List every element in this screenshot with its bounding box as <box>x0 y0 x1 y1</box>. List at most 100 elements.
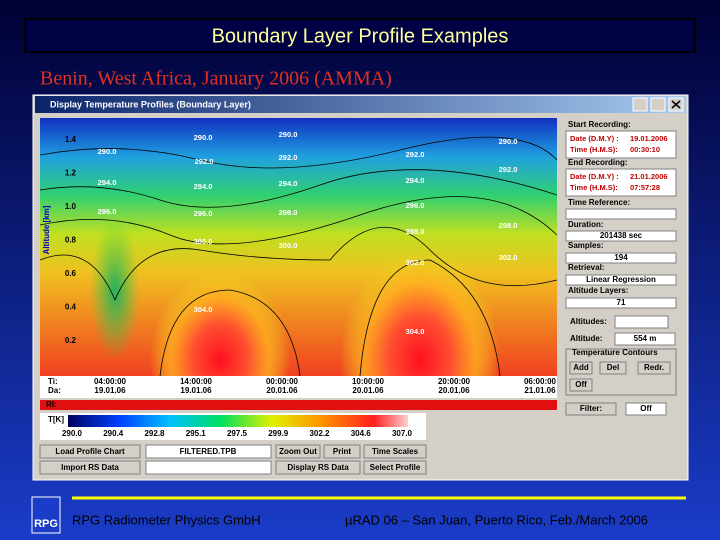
button[interactable] <box>363 444 427 459</box>
field <box>565 274 677 286</box>
button[interactable] <box>637 361 671 375</box>
y-tick-label: 1.2 <box>65 169 77 178</box>
text-field[interactable] <box>145 460 272 475</box>
date-label: 19.01.06 <box>94 386 126 395</box>
button-label: Select Profile <box>370 463 421 472</box>
file-field[interactable] <box>145 444 272 459</box>
button-label: Time Scales <box>372 447 419 456</box>
button-label: Print <box>333 447 352 456</box>
colorbar-tick-label: 302.2 <box>309 429 330 438</box>
y-tick-label: 0.4 <box>65 303 77 312</box>
button-label: Load Profile Chart <box>55 447 125 456</box>
value: 19.01.2006 <box>630 134 668 143</box>
value: Linear Regression <box>586 275 656 284</box>
date-label: 20.01.06 <box>266 386 298 395</box>
button-label: Del <box>607 363 619 372</box>
contour-label: 298.0 <box>406 227 425 236</box>
side-panel: Start Recording: Date (D.M.Y) : 19.01.200… <box>565 120 677 416</box>
field <box>625 402 667 416</box>
contour-label: 298.0 <box>499 221 518 230</box>
slide-title: Boundary Layer Profile Examples <box>212 25 509 47</box>
label: Altitude: <box>570 334 602 343</box>
title-box <box>24 18 696 53</box>
contour-label: 300.0 <box>194 237 213 246</box>
colorbar-tick-label: 290.0 <box>62 429 83 438</box>
dropdown[interactable] <box>614 315 669 329</box>
contour-label: 292.0 <box>195 157 214 166</box>
value: 201438 sec <box>600 231 643 240</box>
value: 554 m <box>634 334 657 343</box>
footer-right: µRAD 06 – San Juan, Puerto Rico, Feb./Ma… <box>345 512 648 527</box>
contour-label: 292.0 <box>499 165 518 174</box>
time-label: 04:00:00 <box>94 377 127 386</box>
field[interactable] <box>565 208 677 220</box>
group-box <box>565 348 677 396</box>
contour-label: 304.0 <box>406 327 425 336</box>
contour-label: 294.0 <box>406 176 425 185</box>
button[interactable] <box>363 460 427 475</box>
time-label: 06:00:00 <box>524 377 557 386</box>
label: End Recording: <box>568 158 628 167</box>
button[interactable] <box>275 460 361 475</box>
button[interactable] <box>599 361 627 375</box>
time-label: Ti: <box>48 377 58 386</box>
y-tick-label: 1.0 <box>65 202 77 211</box>
time-label: 20:00:00 <box>438 377 471 386</box>
contour-label: 302.0 <box>499 253 518 262</box>
contour-label: 294.0 <box>279 179 298 188</box>
time-label: 00:00:00 <box>266 377 299 386</box>
value: 21.01.2006 <box>630 172 668 181</box>
button-label: Display RS Data <box>287 463 349 472</box>
footer-left: RPG Radiometer Physics GmbH <box>72 512 261 527</box>
button-label: Add <box>573 363 589 372</box>
rain-bar <box>40 400 557 410</box>
button[interactable] <box>569 378 593 392</box>
colorbar-tick-label: 290.4 <box>103 429 124 438</box>
maximize-button[interactable] <box>650 97 666 112</box>
logo <box>31 496 61 534</box>
rain-label: RI: <box>46 400 57 409</box>
cool-region <box>90 220 140 360</box>
y-tick-label: 0.8 <box>65 236 77 245</box>
button[interactable] <box>565 402 617 416</box>
file-name: FILTERED.TPB <box>180 447 237 456</box>
value: 00:30:10 <box>630 145 660 154</box>
field <box>565 130 677 159</box>
contour-label: 298.0 <box>279 208 298 217</box>
button-label: Redr. <box>644 363 664 372</box>
colorbar-tick-label: 299.9 <box>268 429 289 438</box>
y-tick-label: 0.6 <box>65 269 77 278</box>
label: Samples: <box>568 241 604 250</box>
colorbar-tick-label: 297.5 <box>227 429 248 438</box>
button[interactable] <box>275 444 321 459</box>
contour-label: 290.0 <box>98 147 117 156</box>
time-label: 10:00:00 <box>352 377 385 386</box>
field <box>565 297 677 309</box>
field <box>565 230 677 242</box>
date-label: 21.01.06 <box>524 386 556 395</box>
value: 71 <box>617 298 626 307</box>
button-label: Off <box>575 380 587 389</box>
date-label: 19.01.06 <box>180 386 212 395</box>
date-label: Da: <box>48 386 61 395</box>
button[interactable] <box>323 444 361 459</box>
contour-lines <box>40 136 557 376</box>
minimize-button[interactable] <box>632 97 648 112</box>
colorbar-tick-label: 292.8 <box>144 429 165 438</box>
contour-label: 294.0 <box>194 182 213 191</box>
title-bar <box>35 96 686 113</box>
field <box>565 168 677 197</box>
label: Retrieval: <box>568 263 604 272</box>
value: 194 <box>614 253 628 262</box>
button[interactable] <box>39 460 141 475</box>
colorbar-tick-label: 295.1 <box>186 429 207 438</box>
button[interactable] <box>569 361 593 375</box>
button[interactable] <box>39 444 141 459</box>
field <box>565 252 677 264</box>
date-label: 20.01.06 <box>352 386 384 395</box>
label: Time Reference: <box>568 198 630 207</box>
label: Altitudes: <box>570 317 607 326</box>
button-label: Zoom Out <box>279 447 317 456</box>
date-label: 20.01.06 <box>438 386 470 395</box>
